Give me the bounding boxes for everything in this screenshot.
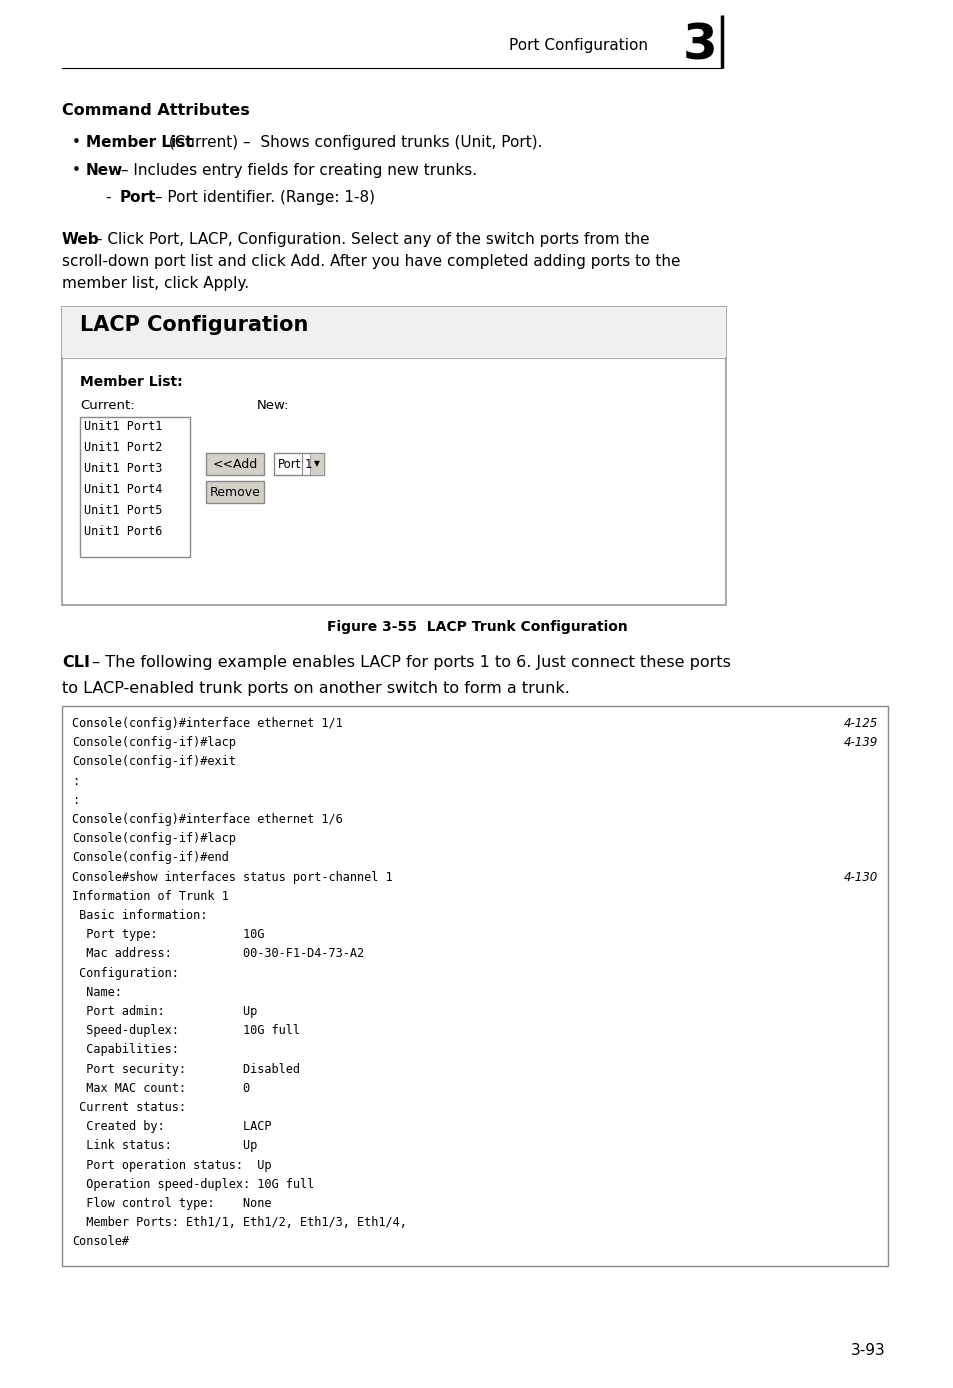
- Text: Created by:           LACP: Created by: LACP: [71, 1120, 272, 1133]
- Text: Console(config-if)#exit: Console(config-if)#exit: [71, 755, 235, 769]
- Text: Console(config-if)#end: Console(config-if)#end: [71, 851, 229, 865]
- Text: member list, click Apply.: member list, click Apply.: [62, 276, 249, 291]
- Text: 3-93: 3-93: [850, 1344, 885, 1357]
- Text: Current status:: Current status:: [71, 1101, 186, 1115]
- Text: <<Add: <<Add: [213, 458, 257, 471]
- Text: Console(config-if)#lacp: Console(config-if)#lacp: [71, 833, 235, 845]
- Text: 1: 1: [305, 458, 313, 471]
- Text: Current:: Current:: [80, 398, 134, 412]
- Text: Port security:        Disabled: Port security: Disabled: [71, 1063, 299, 1076]
- Text: Max MAC count:        0: Max MAC count: 0: [71, 1081, 250, 1095]
- Text: Console(config-if)#lacp: Console(config-if)#lacp: [71, 736, 235, 750]
- Text: Console#: Console#: [71, 1235, 129, 1248]
- Text: Figure 3-55  LACP Trunk Configuration: Figure 3-55 LACP Trunk Configuration: [326, 620, 627, 634]
- Text: – Includes entry fields for creating new trunks.: – Includes entry fields for creating new…: [116, 162, 476, 178]
- Text: Port: Port: [120, 190, 156, 205]
- Text: Command Attributes: Command Attributes: [62, 103, 250, 118]
- Text: -: -: [105, 190, 111, 205]
- Bar: [62, 307, 725, 357]
- Text: Link status:          Up: Link status: Up: [71, 1140, 257, 1152]
- Text: :: :: [71, 794, 79, 806]
- Text: New:: New:: [256, 398, 289, 412]
- Text: 3: 3: [682, 21, 717, 69]
- Text: Operation speed-duplex: 10G full: Operation speed-duplex: 10G full: [71, 1178, 314, 1191]
- Text: – Port identifier. (Range: 1-8): – Port identifier. (Range: 1-8): [150, 190, 375, 205]
- Text: ▼: ▼: [314, 459, 319, 469]
- Text: – Click Port, LACP, Configuration. Select any of the switch ports from the: – Click Port, LACP, Configuration. Selec…: [90, 232, 649, 247]
- Text: Configuration:: Configuration:: [71, 966, 179, 980]
- Text: Web: Web: [62, 232, 99, 247]
- Text: :: :: [71, 775, 79, 787]
- Text: Name:: Name:: [71, 985, 122, 999]
- Text: Basic information:: Basic information:: [71, 909, 207, 922]
- Text: New: New: [86, 162, 123, 178]
- Bar: [80, 416, 190, 557]
- Text: Unit1 Port4: Unit1 Port4: [84, 483, 162, 496]
- Text: Member List: Member List: [86, 135, 193, 150]
- Text: Console(config)#interface ethernet 1/1: Console(config)#interface ethernet 1/1: [71, 718, 342, 730]
- Text: Console(config)#interface ethernet 1/6: Console(config)#interface ethernet 1/6: [71, 813, 342, 826]
- Text: Port operation status:  Up: Port operation status: Up: [71, 1159, 272, 1171]
- Text: Flow control type:    None: Flow control type: None: [71, 1196, 272, 1210]
- Text: Unit1 Port6: Unit1 Port6: [84, 525, 162, 539]
- Text: Member List:: Member List:: [80, 375, 182, 389]
- Text: Mac address:          00-30-F1-D4-73-A2: Mac address: 00-30-F1-D4-73-A2: [71, 948, 364, 960]
- Text: Unit1 Port1: Unit1 Port1: [84, 421, 162, 433]
- Text: Information of Trunk 1: Information of Trunk 1: [71, 890, 229, 902]
- Text: to LACP-enabled trunk ports on another switch to form a trunk.: to LACP-enabled trunk ports on another s…: [62, 682, 569, 695]
- FancyBboxPatch shape: [310, 452, 324, 475]
- FancyBboxPatch shape: [274, 452, 324, 475]
- Text: Unit1 Port2: Unit1 Port2: [84, 441, 162, 454]
- Text: Speed-duplex:         10G full: Speed-duplex: 10G full: [71, 1024, 299, 1037]
- Text: •: •: [71, 162, 81, 178]
- Text: 4-125: 4-125: [842, 718, 877, 730]
- Text: Remove: Remove: [210, 486, 260, 498]
- Text: Port Configuration: Port Configuration: [509, 37, 647, 53]
- Text: Port: Port: [277, 458, 301, 471]
- Text: Port type:            10G: Port type: 10G: [71, 929, 264, 941]
- Text: Unit1 Port3: Unit1 Port3: [84, 462, 162, 475]
- Text: Member Ports: Eth1/1, Eth1/2, Eth1/3, Eth1/4,: Member Ports: Eth1/1, Eth1/2, Eth1/3, Et…: [71, 1216, 406, 1230]
- Text: (Current) –  Shows configured trunks (Unit, Port).: (Current) – Shows configured trunks (Uni…: [164, 135, 542, 150]
- FancyBboxPatch shape: [206, 482, 264, 502]
- Bar: [62, 706, 887, 1266]
- Text: LACP Configuration: LACP Configuration: [80, 315, 308, 335]
- FancyBboxPatch shape: [206, 452, 264, 475]
- Text: scroll-down port list and click Add. After you have completed adding ports to th: scroll-down port list and click Add. Aft…: [62, 254, 679, 269]
- Text: Capabilities:: Capabilities:: [71, 1044, 179, 1056]
- Text: 4-139: 4-139: [842, 736, 877, 750]
- Text: 4-130: 4-130: [842, 870, 877, 884]
- Bar: [62, 307, 725, 605]
- Text: Console#show interfaces status port-channel 1: Console#show interfaces status port-chan…: [71, 870, 393, 884]
- Text: Unit1 Port5: Unit1 Port5: [84, 504, 162, 516]
- Text: Port admin:           Up: Port admin: Up: [71, 1005, 257, 1017]
- Text: – The following example enables LACP for ports 1 to 6. Just connect these ports: – The following example enables LACP for…: [87, 655, 730, 670]
- Text: •: •: [71, 135, 81, 150]
- Text: CLI: CLI: [62, 655, 90, 670]
